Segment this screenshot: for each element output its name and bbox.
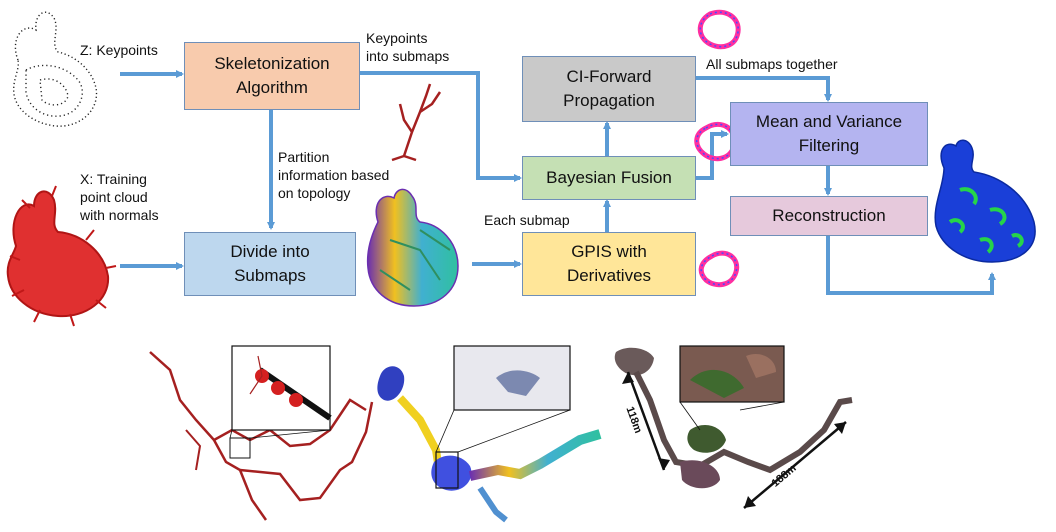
dimension-line-right bbox=[743, 421, 847, 509]
submap-map-image bbox=[377, 345, 602, 523]
skeleton-branch-image bbox=[391, 83, 442, 162]
ci-forward-box: CI-Forward Propagation bbox=[522, 56, 696, 122]
arrow-skeleton-to-bayesian bbox=[360, 71, 522, 182]
submap-bunny-image bbox=[366, 188, 459, 307]
pointcloud-map-image bbox=[614, 345, 853, 509]
bayesian-fusion-box: Bayesian Fusion bbox=[522, 156, 696, 200]
mean-variance-box: Mean and Variance Filtering bbox=[730, 102, 928, 166]
keypoints-into-submaps-label: Keypoints into submaps bbox=[366, 30, 450, 64]
partition-info-label: Partition information based on topology bbox=[278, 149, 390, 201]
training-bunny-image bbox=[6, 185, 117, 327]
arrow-ciforward-to-meanvar bbox=[695, 76, 832, 102]
gpis-box: GPIS with Derivatives bbox=[522, 232, 696, 296]
each-submap-label: Each submap bbox=[484, 212, 570, 228]
arrow-reconstruction-to-output bbox=[826, 235, 996, 295]
training-input-label: X: Training point cloud with normals bbox=[80, 171, 159, 223]
submap-ring-icon-top bbox=[697, 9, 741, 50]
all-submaps-label: All submaps together bbox=[706, 56, 838, 72]
keypoints-input-label: Z: Keypoints bbox=[80, 42, 158, 58]
skeleton-map-image bbox=[149, 345, 374, 521]
dimension-line-left bbox=[626, 371, 666, 471]
divide-submaps-box: Divide into Submaps bbox=[184, 232, 356, 296]
reconstructed-bunny-image bbox=[934, 139, 1036, 263]
submap-ring-icon-bottom bbox=[698, 250, 740, 288]
keypoints-bunny-image bbox=[12, 11, 98, 127]
submap-ring-icon-middle bbox=[694, 121, 738, 162]
skeletonization-box: Skeletonization Algorithm bbox=[184, 42, 360, 110]
reconstruction-box: Reconstruction bbox=[730, 196, 928, 236]
